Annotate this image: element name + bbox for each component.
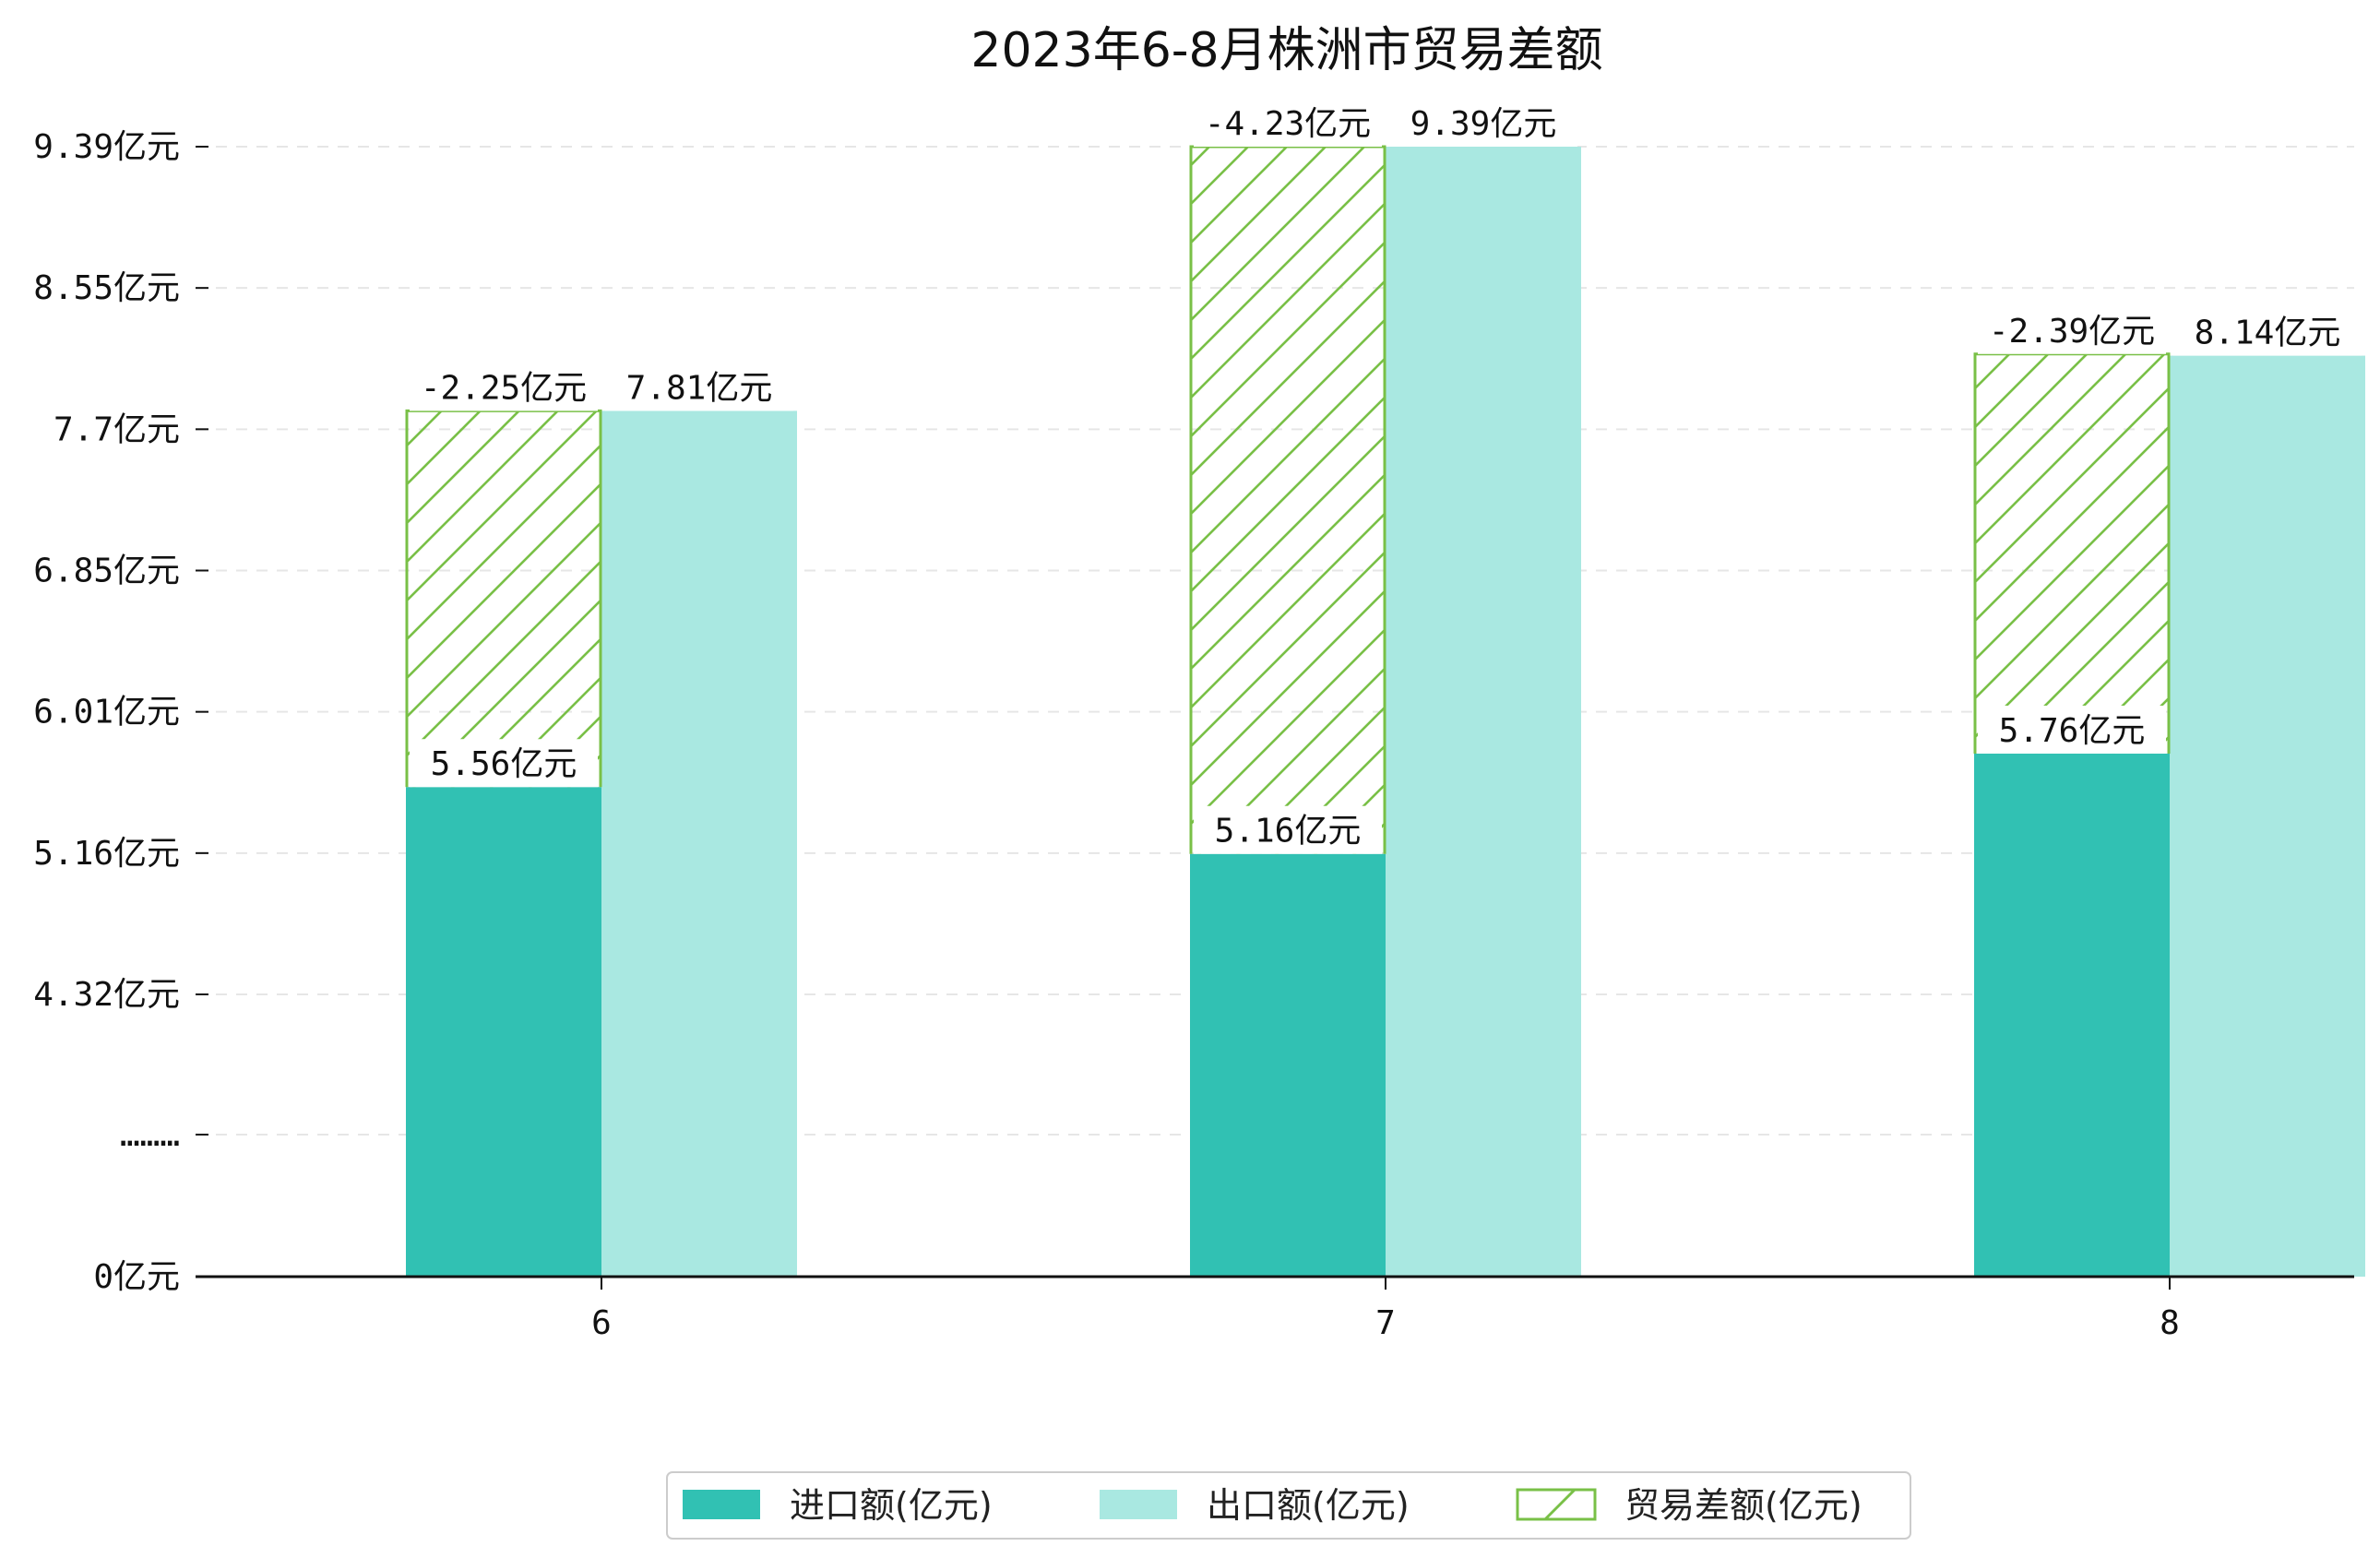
bar-trade-balance — [1189, 145, 1386, 854]
y-tick-label: 6.85亿元 — [33, 553, 180, 590]
bar-trade-balance-fill — [1191, 147, 1385, 854]
y-tick-label: 5.16亿元 — [33, 835, 180, 873]
data-label-trade-balance-group: -2.25亿元 — [410, 363, 598, 411]
data-label-import-background — [1978, 705, 2166, 754]
chart-title: 2023年6-8月株洲市贸易差额 — [970, 23, 1602, 78]
y-tick-label: 4.32亿元 — [33, 976, 180, 1014]
data-label-export-group: 7.81亿元 — [605, 363, 793, 411]
bar-import — [1190, 853, 1386, 1277]
data-label-import-group: 5.56亿元 — [410, 739, 598, 788]
data-label-trade-balance: -4.23亿元 — [1205, 105, 1371, 143]
data-label-export-group: 9.39亿元 — [1389, 99, 1577, 147]
data-label-export-group: 8.14亿元 — [2173, 307, 2362, 356]
data-label-trade-balance-group: -4.23亿元 — [1194, 99, 1382, 147]
bar-trade-balance-fill — [1975, 353, 2169, 754]
bar-export — [2170, 355, 2365, 1278]
y-tick-label: 8.55亿元 — [33, 269, 180, 307]
data-label-export-background — [2173, 307, 2362, 356]
bar-import — [1974, 753, 2170, 1277]
legend: 进口额(亿元) 出口额(亿元) 贸易差额(亿元) — [666, 1471, 1911, 1540]
data-label-trade-balance-background — [1978, 305, 2166, 354]
data-label-import: 5.56亿元 — [431, 745, 577, 783]
legend-item: 出口额(亿元) — [1100, 1485, 1410, 1526]
data-label-trade-balance-background — [1194, 99, 1382, 147]
data-label-export: 7.81亿元 — [626, 369, 773, 407]
data-label-trade-balance: -2.39亿元 — [1989, 313, 2155, 351]
legend-label: 出口额(亿元) — [1207, 1485, 1410, 1526]
legend-item: 进口额(亿元) — [683, 1485, 993, 1526]
data-label-trade-balance: -2.25亿元 — [421, 369, 587, 407]
data-label-trade-balance-background — [410, 363, 598, 411]
y-tick-label: 0亿元 — [93, 1258, 180, 1296]
data-label-import-group: 5.16亿元 — [1194, 805, 1382, 854]
data-label-export-background — [1389, 99, 1577, 147]
bars — [405, 145, 2365, 1278]
y-tick-label: 9.39亿元 — [33, 128, 180, 166]
data-label-export: 8.14亿元 — [2195, 315, 2341, 352]
legend-swatch — [1516, 1488, 1597, 1521]
bar-trade-balance-fill — [407, 410, 601, 788]
bar-trade-balance — [405, 409, 602, 788]
bar-export — [1386, 147, 1581, 1277]
bar-labels: 5.56亿元 7.81亿元 -2.25亿元 5.16亿元 9.39亿元 -4.23亿元 5.… — [410, 99, 2362, 854]
data-label-import: 5.16亿元 — [1215, 813, 1362, 850]
axes: 0亿元 ……… 4.32亿元 5.16亿元 6.01亿元 6.85亿元 7.7亿元 8.55亿… — [33, 128, 2354, 1342]
y-tick-label: 7.7亿元 — [54, 410, 180, 448]
legend-item: 贸易差额(亿元) — [1516, 1485, 1862, 1526]
data-label-import: 5.76亿元 — [1999, 712, 2146, 750]
legend-label: 贸易差额(亿元) — [1624, 1485, 1862, 1526]
data-label-import-group: 5.76亿元 — [1978, 705, 2166, 754]
legend-swatch — [1100, 1490, 1177, 1519]
data-label-export-background — [605, 363, 793, 411]
data-label-import-background — [410, 739, 598, 788]
x-tick-label: 7 — [1375, 1304, 1396, 1342]
legend-swatch-hatch — [1543, 1488, 1577, 1521]
bar-export — [601, 410, 797, 1277]
data-label-trade-balance-group: -2.39亿元 — [1978, 305, 2166, 354]
y-tick-label: ……… — [120, 1116, 180, 1154]
x-tick-label: 8 — [2160, 1304, 2180, 1342]
bar-import — [406, 787, 601, 1277]
y-tick-label: 6.01亿元 — [33, 694, 180, 731]
legend-label: 进口额(亿元) — [790, 1485, 993, 1526]
legend-frame — [666, 1471, 1911, 1540]
legend-swatch — [683, 1490, 760, 1519]
data-label-export: 9.39亿元 — [1410, 105, 1557, 143]
x-tick-label: 6 — [591, 1304, 612, 1342]
data-label-import-background — [1194, 805, 1382, 854]
bar-trade-balance — [1973, 352, 2171, 754]
